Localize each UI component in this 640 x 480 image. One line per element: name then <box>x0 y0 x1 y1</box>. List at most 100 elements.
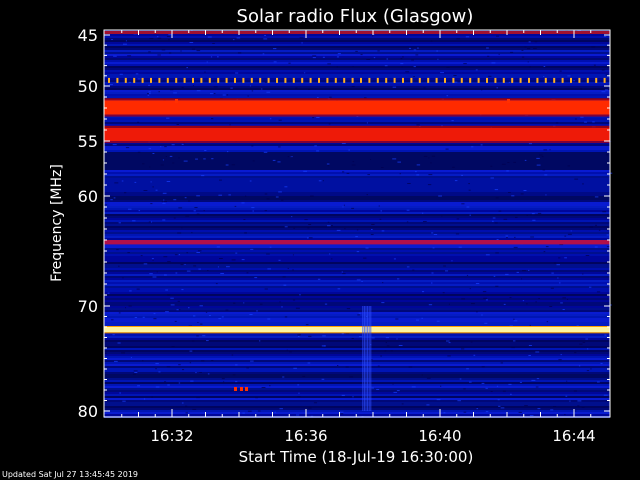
heatmap-row <box>104 228 610 230</box>
heatmap-speckle <box>606 234 610 236</box>
heatmap-speckle <box>166 366 171 368</box>
heatmap-speckle <box>194 207 198 208</box>
heatmap-speckle <box>491 62 496 64</box>
heatmap-comb-mark <box>234 77 236 83</box>
heatmap-speckle <box>301 42 303 44</box>
heatmap-speckle <box>130 357 132 359</box>
heatmap-speckle <box>511 347 515 349</box>
heatmap-row <box>104 146 610 148</box>
heatmap-speckle <box>481 382 485 384</box>
heatmap-comb-mark <box>502 77 505 83</box>
y-tick-label: 45 <box>78 26 98 45</box>
heatmap-row <box>104 120 610 122</box>
heatmap-speckle <box>469 381 472 383</box>
heatmap-comb-mark <box>124 77 127 83</box>
heatmap-row <box>104 122 610 124</box>
heatmap-burst <box>368 306 370 411</box>
heatmap-speckle <box>116 249 119 251</box>
heatmap-speckle <box>252 210 254 212</box>
heatmap-speckle <box>423 155 428 157</box>
heatmap-speckle <box>112 144 117 146</box>
heatmap-speckle <box>373 33 375 35</box>
heatmap-speckle <box>560 354 562 356</box>
heatmap-speckle <box>352 66 354 67</box>
heatmap-speckle <box>127 252 130 254</box>
heatmap-speckle <box>492 220 494 222</box>
heatmap-speckle <box>175 272 178 274</box>
heatmap-row <box>104 176 610 178</box>
heatmap-speckle <box>329 253 331 255</box>
heatmap-row <box>104 342 610 344</box>
heatmap-speckle <box>400 58 403 60</box>
heatmap-speckle <box>148 51 151 53</box>
heatmap-speckle <box>466 206 470 208</box>
heatmap-speckle <box>291 216 293 218</box>
heatmap-comb-mark <box>544 77 547 83</box>
heatmap-speckle <box>405 71 410 73</box>
heatmap-speckle <box>349 376 354 378</box>
heatmap-speckle <box>282 276 286 278</box>
heatmap-speckle <box>218 318 222 320</box>
heatmap-speckle <box>266 198 270 200</box>
heatmap-speckle <box>127 55 132 57</box>
heatmap-row <box>104 244 610 246</box>
heatmap-row <box>104 46 610 48</box>
heatmap-speckle <box>381 167 384 168</box>
heatmap-speckle <box>442 292 445 294</box>
heatmap-speckle <box>111 319 114 321</box>
heatmap-band-edge <box>104 125 610 128</box>
heatmap-speckle <box>204 150 207 151</box>
heatmap-speckle <box>266 253 270 255</box>
heatmap-speckle <box>431 155 436 157</box>
heatmap-speckle <box>537 408 541 410</box>
heatmap-speckle <box>452 166 455 168</box>
heatmap-speckle <box>284 226 288 228</box>
heatmap-speckle <box>495 197 499 199</box>
heatmap-speckle <box>312 117 315 119</box>
heatmap-speckle <box>281 306 283 308</box>
heatmap-comb-mark <box>250 77 253 83</box>
heatmap-row <box>104 158 610 160</box>
heatmap-speckle <box>133 370 138 372</box>
heatmap-speckle <box>475 406 479 408</box>
heatmap-comb-mark <box>192 77 194 83</box>
heatmap-speckle <box>481 314 483 316</box>
heatmap-speckle <box>337 288 341 290</box>
heatmap-speckle <box>168 52 172 54</box>
heatmap-speckle <box>233 302 236 304</box>
heatmap-comb-mark <box>334 77 337 83</box>
heatmap-row <box>104 374 610 376</box>
heatmap-comb-mark <box>603 77 606 83</box>
heatmap-speckle <box>509 297 512 299</box>
heatmap-row <box>104 260 610 262</box>
heatmap-row <box>104 248 610 250</box>
heatmap-row <box>104 152 610 154</box>
heatmap-speckle <box>269 246 272 248</box>
heatmap-speckle <box>605 74 609 76</box>
heatmap-speckle <box>526 214 528 216</box>
heatmap-speckle <box>508 192 511 193</box>
heatmap-speckle <box>341 333 344 335</box>
heatmap-row <box>104 302 610 304</box>
heatmap-speckle <box>359 336 362 338</box>
heatmap-row <box>104 408 610 410</box>
heatmap-speckle <box>149 93 151 95</box>
heatmap-row <box>104 192 610 194</box>
heatmap-speckle <box>501 163 506 165</box>
heatmap-speckle <box>168 39 170 41</box>
heatmap-speckle <box>529 324 531 326</box>
heatmap-speckle <box>551 272 554 274</box>
heatmap-speckle <box>553 262 557 264</box>
heatmap-speckle <box>451 120 454 122</box>
heatmap-speckle <box>250 360 254 362</box>
heatmap-speckle <box>510 393 512 395</box>
heatmap-speckle <box>196 90 201 92</box>
heatmap-speckle <box>111 39 113 40</box>
heatmap-speckle <box>537 212 542 214</box>
heatmap-speckle <box>395 318 399 320</box>
heatmap-speckle <box>485 254 490 256</box>
heatmap-speckle <box>401 403 404 405</box>
heatmap-comb-mark <box>108 77 110 83</box>
heatmap-speckle <box>156 36 159 38</box>
heatmap-row <box>104 230 610 232</box>
